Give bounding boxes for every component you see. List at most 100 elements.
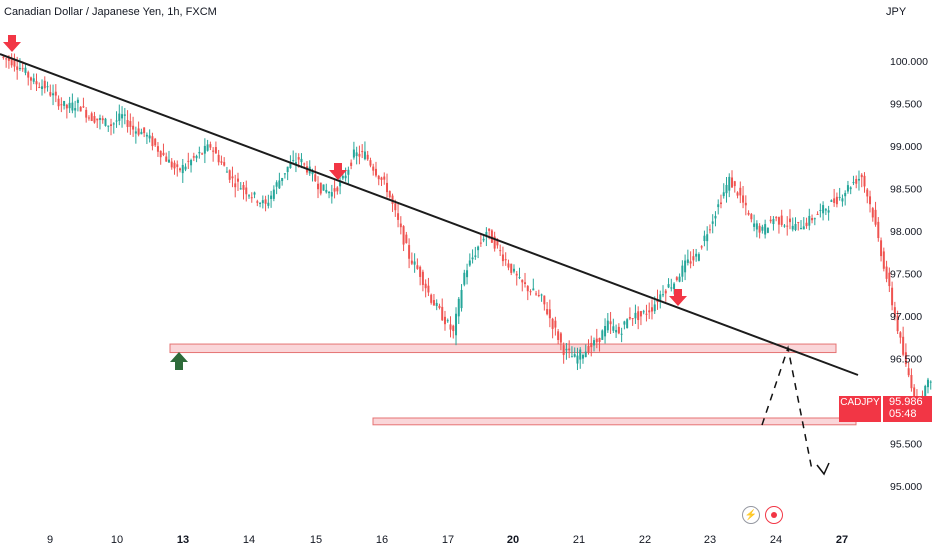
candle-body: [5, 58, 8, 60]
candle-body: [631, 318, 634, 320]
candle-body: [852, 182, 855, 184]
candle-body: [626, 319, 629, 329]
candle-body: [816, 213, 819, 215]
candle-body: [24, 67, 27, 73]
candle-body: [648, 310, 651, 313]
candle-body: [297, 157, 300, 160]
candle-body: [833, 198, 836, 203]
candle-body: [341, 175, 344, 179]
candle-body: [551, 318, 554, 329]
candle-body: [173, 162, 176, 169]
candle-body: [554, 320, 557, 328]
candle-body: [170, 161, 173, 168]
symbol-label: CADJPY: [840, 397, 880, 408]
candle-body: [85, 109, 88, 118]
candle-body: [455, 313, 458, 336]
candle-body: [328, 191, 331, 194]
candle-body: [857, 178, 860, 181]
candle-body: [838, 196, 841, 198]
flash-icon[interactable]: ⚡: [742, 506, 760, 524]
candle-body: [617, 326, 620, 334]
candle-body: [681, 265, 684, 277]
candle-body: [167, 159, 170, 163]
candle-body: [866, 189, 869, 197]
candle-body: [791, 225, 794, 230]
candle-body: [228, 170, 231, 180]
candle-body: [800, 227, 803, 229]
candle-body: [904, 352, 907, 365]
x-tick-label: 14: [243, 534, 255, 546]
candle-body: [593, 340, 596, 346]
candle-body: [794, 224, 797, 231]
y-tick-label: 99.000: [890, 141, 922, 153]
candle-body: [49, 92, 52, 96]
projection-path: [761, 345, 813, 471]
candle-body: [145, 134, 148, 137]
candle-body: [808, 215, 811, 226]
candle-body: [319, 182, 322, 194]
x-tick-label: 16: [376, 534, 388, 546]
candle-body: [460, 289, 463, 309]
candle-body: [206, 144, 209, 151]
candle-body: [283, 173, 286, 175]
candle-body: [824, 209, 827, 211]
candle-body: [885, 266, 888, 279]
candle-body: [750, 214, 753, 220]
candle-body: [123, 114, 126, 116]
candle-body: [236, 178, 239, 182]
candle-body: [501, 254, 504, 262]
candle-body: [374, 168, 377, 176]
candle-body: [82, 106, 85, 108]
candle-body: [590, 342, 593, 348]
candle-body: [747, 212, 750, 215]
candle-body: [52, 93, 55, 96]
candle-body: [490, 230, 493, 243]
candle-body: [71, 102, 74, 111]
sell-signal-arrow: [3, 35, 21, 52]
y-tick-label: 100.000: [890, 56, 928, 68]
projection-arrowhead: [816, 462, 830, 476]
candle-body: [148, 135, 151, 139]
candle-body: [115, 120, 118, 122]
candle-body: [201, 153, 204, 155]
candle-body: [543, 295, 546, 305]
candle-body: [112, 123, 115, 125]
sell-signal-arrow: [329, 163, 347, 180]
candle-body: [482, 238, 485, 241]
candle-body: [557, 331, 560, 341]
candle-body: [18, 67, 21, 70]
candle-body: [278, 180, 281, 189]
candle-body: [846, 185, 849, 192]
candle-body: [612, 326, 615, 331]
candle-body: [272, 189, 275, 199]
candle-body: [697, 254, 700, 261]
candle-body: [499, 250, 502, 252]
candle-body: [292, 159, 295, 161]
candle-body: [303, 163, 306, 165]
y-tick-label: 96.500: [890, 354, 922, 366]
candle-body: [432, 300, 435, 306]
candle-body: [775, 217, 778, 219]
candle-body: [239, 188, 242, 190]
candle-body: [479, 242, 482, 244]
candle-body: [457, 298, 460, 317]
candle-body: [452, 325, 455, 332]
candle-body: [645, 313, 648, 315]
candle-body: [874, 209, 877, 225]
candle-body: [98, 118, 101, 120]
candle-body: [477, 246, 480, 251]
candle-body: [537, 294, 540, 296]
candle-body: [159, 150, 162, 158]
candle-body: [21, 68, 24, 70]
candle-body: [74, 108, 77, 111]
record-icon[interactable]: [765, 506, 783, 524]
candle-body: [620, 333, 623, 335]
candle-body: [642, 311, 645, 313]
candle-body: [601, 330, 604, 340]
last-price-tag: 95.986 05:48: [883, 396, 932, 422]
time-axis: 9 10 13 14 15 16 17 20 21 22 23 24 27: [47, 534, 848, 546]
candle-body: [261, 200, 264, 204]
candle-body: [877, 221, 880, 239]
candle-body: [869, 196, 872, 205]
